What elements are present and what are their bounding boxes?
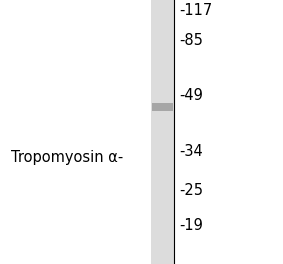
Text: Tropomyosin α-: Tropomyosin α- bbox=[11, 150, 124, 164]
Text: -19: -19 bbox=[180, 218, 203, 233]
Bar bbox=[152, 103, 173, 111]
Text: -34: -34 bbox=[180, 144, 203, 159]
Text: -25: -25 bbox=[180, 183, 204, 197]
Text: -117: -117 bbox=[180, 3, 213, 18]
Text: -49: -49 bbox=[180, 88, 203, 102]
Text: -85: -85 bbox=[180, 34, 203, 48]
Bar bbox=[151, 0, 174, 264]
